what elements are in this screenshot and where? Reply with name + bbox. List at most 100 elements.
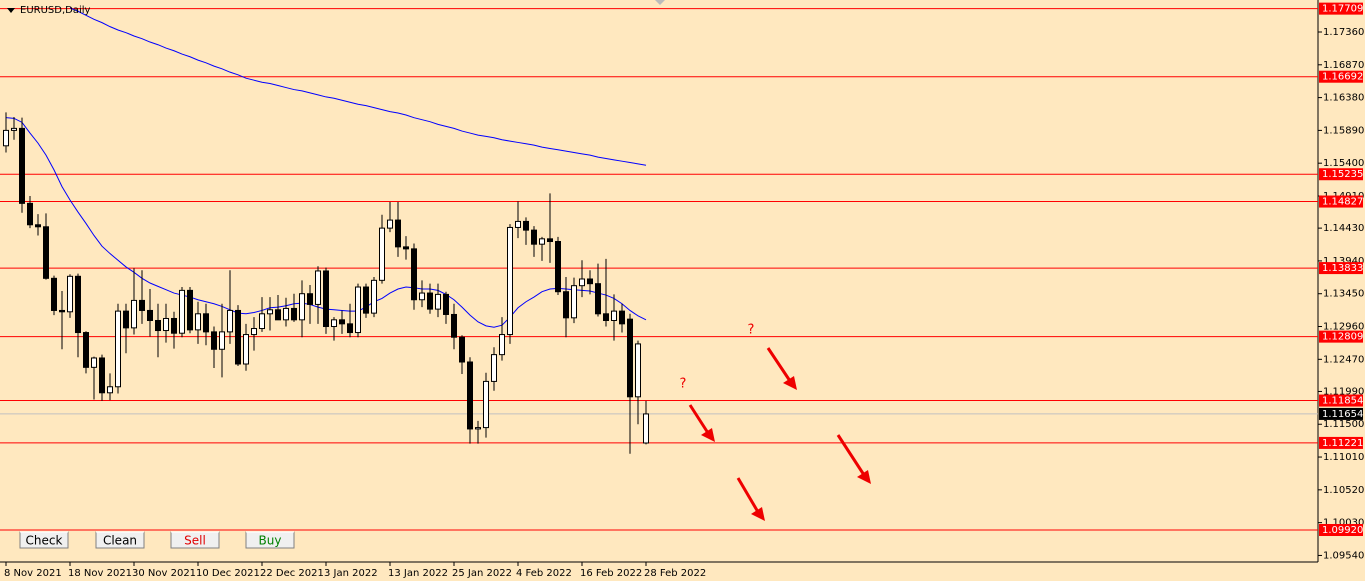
y-tick-label: 1.13450 (1323, 289, 1364, 300)
candle-body (419, 292, 425, 301)
candle-body (579, 278, 585, 287)
candle-body (275, 309, 281, 321)
candle-body (411, 248, 417, 301)
candle-body (443, 293, 449, 315)
candle-body (147, 309, 153, 321)
candle-body (619, 310, 625, 325)
candle-body (11, 127, 17, 131)
button[interactable]: Check (19, 531, 69, 549)
candle-body (531, 229, 537, 245)
candle-body (347, 323, 353, 334)
y-tick-label: 1.16870 (1323, 60, 1364, 71)
y-tick-label: 1.12960 (1323, 322, 1364, 333)
arrowhead (857, 470, 871, 484)
candle-body (387, 219, 393, 229)
forecast-arrows (688, 347, 871, 521)
button[interactable]: Buy (245, 531, 295, 549)
arrowhead (701, 428, 715, 442)
x-tick-label: 30 Nov 2021 (132, 568, 196, 579)
y-tick-label: 1.11990 (1323, 386, 1364, 397)
candle-body (67, 275, 73, 313)
x-tick-label: 28 Feb 2022 (644, 568, 706, 579)
y-tick-label: 1.11010 (1323, 452, 1364, 463)
y-tick-label: 1.11500 (1323, 419, 1364, 430)
current-price-label: 1.11654 (1322, 409, 1363, 420)
y-tick-label: 1.15890 (1323, 125, 1364, 136)
candle-body (587, 278, 593, 285)
y-tick-label: 1.15400 (1323, 158, 1364, 169)
candle-body (555, 241, 561, 293)
button-label[interactable]: Clean (103, 534, 137, 548)
candle-body (603, 313, 609, 321)
level-label: 1.09920 (1322, 525, 1363, 536)
arrow (766, 347, 792, 382)
button-label[interactable]: Buy (259, 534, 282, 548)
candle-body (299, 293, 305, 321)
menu-triangle[interactable] (7, 8, 15, 13)
candle-body (19, 127, 25, 204)
candle-body (291, 307, 297, 321)
x-tick-label: 8 Nov 2021 (4, 568, 62, 579)
candle-body (363, 286, 369, 314)
level-box (1319, 524, 1363, 537)
moving-average (69, 7, 647, 166)
candle-body (643, 413, 649, 444)
candle-body (3, 129, 9, 147)
candle-body (539, 238, 545, 245)
level-label: 1.16692 (1322, 72, 1363, 83)
button-label[interactable]: Check (26, 534, 63, 548)
current-price-box (1319, 407, 1363, 420)
time-axis-background (0, 562, 1318, 581)
candle-body (83, 332, 89, 368)
y-tick-label: 1.17360 (1323, 27, 1364, 38)
candle-body (595, 283, 601, 315)
candle-body (403, 246, 409, 250)
candle-body (27, 202, 33, 226)
candle-body (499, 334, 505, 356)
candle-body (267, 309, 273, 315)
level-box (1319, 394, 1363, 407)
question-mark: ? (748, 323, 755, 338)
arrow (836, 434, 866, 476)
button[interactable]: Sell (170, 531, 220, 549)
candle-body (315, 270, 321, 305)
candle-body (571, 285, 577, 319)
arrowhead (751, 507, 765, 521)
candle-body (451, 313, 457, 338)
candle-body (515, 220, 521, 228)
level-label: 1.11854 (1322, 396, 1363, 407)
candle-body (203, 313, 209, 333)
arrow (688, 404, 710, 434)
candle-body (323, 270, 329, 328)
candle-body (435, 293, 441, 310)
candle-body (507, 226, 513, 336)
candle-body (107, 386, 113, 394)
candle-body (379, 227, 385, 281)
x-tick-label: 13 Jan 2022 (388, 568, 448, 579)
level-box (1319, 2, 1363, 15)
candle-body (171, 317, 177, 334)
candle-body (547, 238, 553, 243)
candle-body (163, 317, 169, 332)
level-box (1319, 262, 1363, 275)
button-label[interactable]: Sell (184, 534, 206, 548)
candle-body (259, 313, 265, 330)
level-box (1319, 330, 1363, 343)
candle-body (131, 299, 137, 329)
arrow (736, 477, 760, 513)
candle-body (355, 286, 361, 334)
x-tick-label: 18 Nov 2021 (68, 568, 132, 579)
y-tick-label: 1.09540 (1323, 550, 1364, 561)
candle-body (371, 279, 377, 314)
candle-body (115, 310, 121, 388)
button[interactable]: Clean (95, 531, 145, 549)
y-tick-label: 1.14430 (1323, 223, 1364, 234)
candle-body (235, 309, 241, 365)
candle-body (179, 289, 185, 334)
candle-body (99, 357, 105, 394)
candle-body (459, 336, 465, 363)
x-tick-label: 16 Feb 2022 (580, 568, 642, 579)
level-label: 1.12809 (1322, 332, 1363, 343)
y-tick-label: 1.16380 (1323, 93, 1364, 104)
